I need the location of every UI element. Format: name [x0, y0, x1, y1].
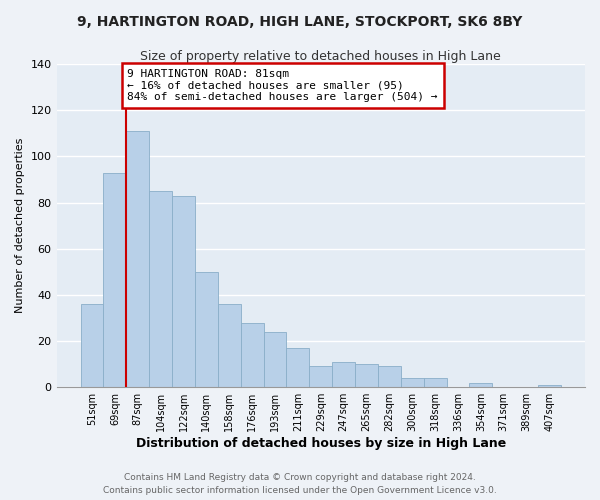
Bar	[241, 322, 263, 387]
Bar	[218, 304, 241, 387]
X-axis label: Distribution of detached houses by size in High Lane: Distribution of detached houses by size …	[136, 437, 506, 450]
Bar	[538, 385, 561, 387]
Bar	[172, 196, 195, 387]
Bar	[127, 131, 149, 387]
Bar	[149, 191, 172, 387]
Title: Size of property relative to detached houses in High Lane: Size of property relative to detached ho…	[140, 50, 501, 63]
Bar	[286, 348, 310, 387]
Bar	[80, 304, 103, 387]
Bar	[355, 364, 378, 387]
Text: 9 HARTINGTON ROAD: 81sqm
← 16% of detached houses are smaller (95)
84% of semi-d: 9 HARTINGTON ROAD: 81sqm ← 16% of detach…	[127, 69, 438, 102]
Bar	[424, 378, 446, 387]
Bar	[332, 362, 355, 387]
Bar	[195, 272, 218, 387]
Bar	[263, 332, 286, 387]
Bar	[401, 378, 424, 387]
Bar	[310, 366, 332, 387]
Y-axis label: Number of detached properties: Number of detached properties	[15, 138, 25, 314]
Bar	[469, 382, 493, 387]
Bar	[103, 172, 127, 387]
Text: 9, HARTINGTON ROAD, HIGH LANE, STOCKPORT, SK6 8BY: 9, HARTINGTON ROAD, HIGH LANE, STOCKPORT…	[77, 15, 523, 29]
Bar	[378, 366, 401, 387]
Text: Contains HM Land Registry data © Crown copyright and database right 2024.
Contai: Contains HM Land Registry data © Crown c…	[103, 474, 497, 495]
